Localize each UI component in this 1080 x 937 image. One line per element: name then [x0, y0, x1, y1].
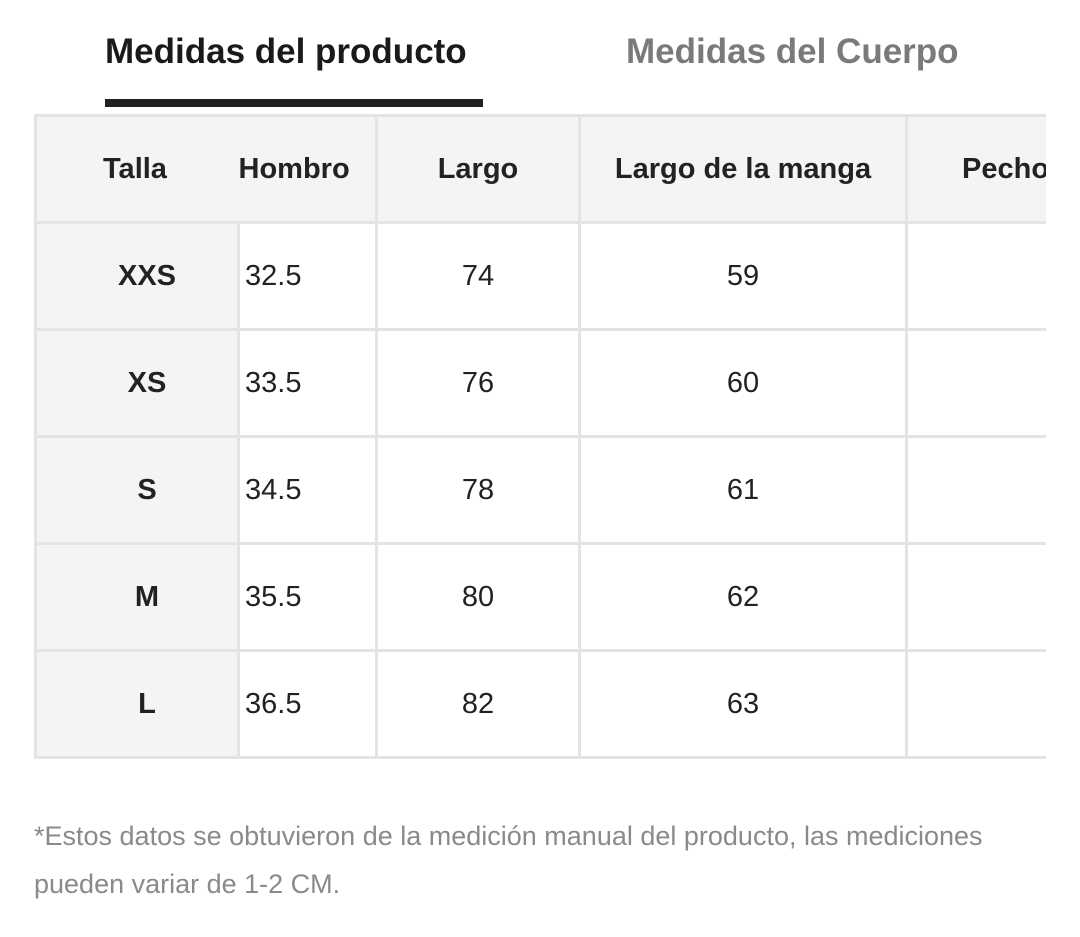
pecho-cell: 70	[905, 221, 1046, 331]
size-cell: M	[34, 542, 240, 652]
table-row: L 36.5 82 63 86	[34, 649, 1046, 759]
table-row: XXS 32.5 74 59 70	[34, 221, 1046, 331]
pecho-cell: 74	[905, 328, 1046, 438]
size-cell: L	[34, 649, 240, 759]
hombro-cell: 34.5	[237, 435, 378, 545]
pecho-cell: 82	[905, 542, 1046, 652]
hombro-cell: 35.5	[237, 542, 378, 652]
size-chart-table-container[interactable]: Talla Hombro Largo Largo de la manga Pec…	[34, 114, 1046, 780]
hombro-cell: 36.5	[237, 649, 378, 759]
size-cell: S	[34, 435, 240, 545]
header-largo-manga: Largo de la manga	[578, 114, 908, 224]
largo-cell: 76	[375, 328, 581, 438]
manga-cell: 60	[578, 328, 908, 438]
largo-cell: 74	[375, 221, 581, 331]
header-talla: Talla	[34, 114, 239, 224]
active-tab-indicator	[105, 99, 483, 107]
largo-cell: 82	[375, 649, 581, 759]
table-header-row: Talla Hombro Largo Largo de la manga Pec…	[34, 114, 1046, 224]
hombro-cell: 32.5	[237, 221, 378, 331]
header-pecho: Pecho	[905, 114, 1046, 224]
table-row: XS 33.5 76 60 74	[34, 328, 1046, 438]
header-largo: Largo	[375, 114, 581, 224]
tab-body-measurements[interactable]: Medidas del Cuerpo	[626, 32, 959, 71]
table-row: M 35.5 80 62 82	[34, 542, 1046, 652]
largo-cell: 78	[375, 435, 581, 545]
manga-cell: 59	[578, 221, 908, 331]
pecho-cell: 78	[905, 435, 1046, 545]
measurement-disclaimer: *Estos datos se obtuvieron de la medició…	[34, 821, 983, 899]
header-hombro: Hombro	[238, 114, 378, 224]
table-row: S 34.5 78 61 78	[34, 435, 1046, 545]
size-chart-table: Talla Hombro Largo Largo de la manga Pec…	[34, 114, 1046, 759]
size-cell: XXS	[34, 221, 240, 331]
manga-cell: 62	[578, 542, 908, 652]
largo-cell: 80	[375, 542, 581, 652]
size-cell: XS	[34, 328, 240, 438]
hombro-cell: 33.5	[237, 328, 378, 438]
pecho-cell: 86	[905, 649, 1046, 759]
size-tabs: Medidas del producto Medidas del Cuerpo	[0, 28, 1080, 107]
manga-cell: 61	[578, 435, 908, 545]
manga-cell: 63	[578, 649, 908, 759]
tab-product-measurements[interactable]: Medidas del producto	[105, 32, 467, 71]
